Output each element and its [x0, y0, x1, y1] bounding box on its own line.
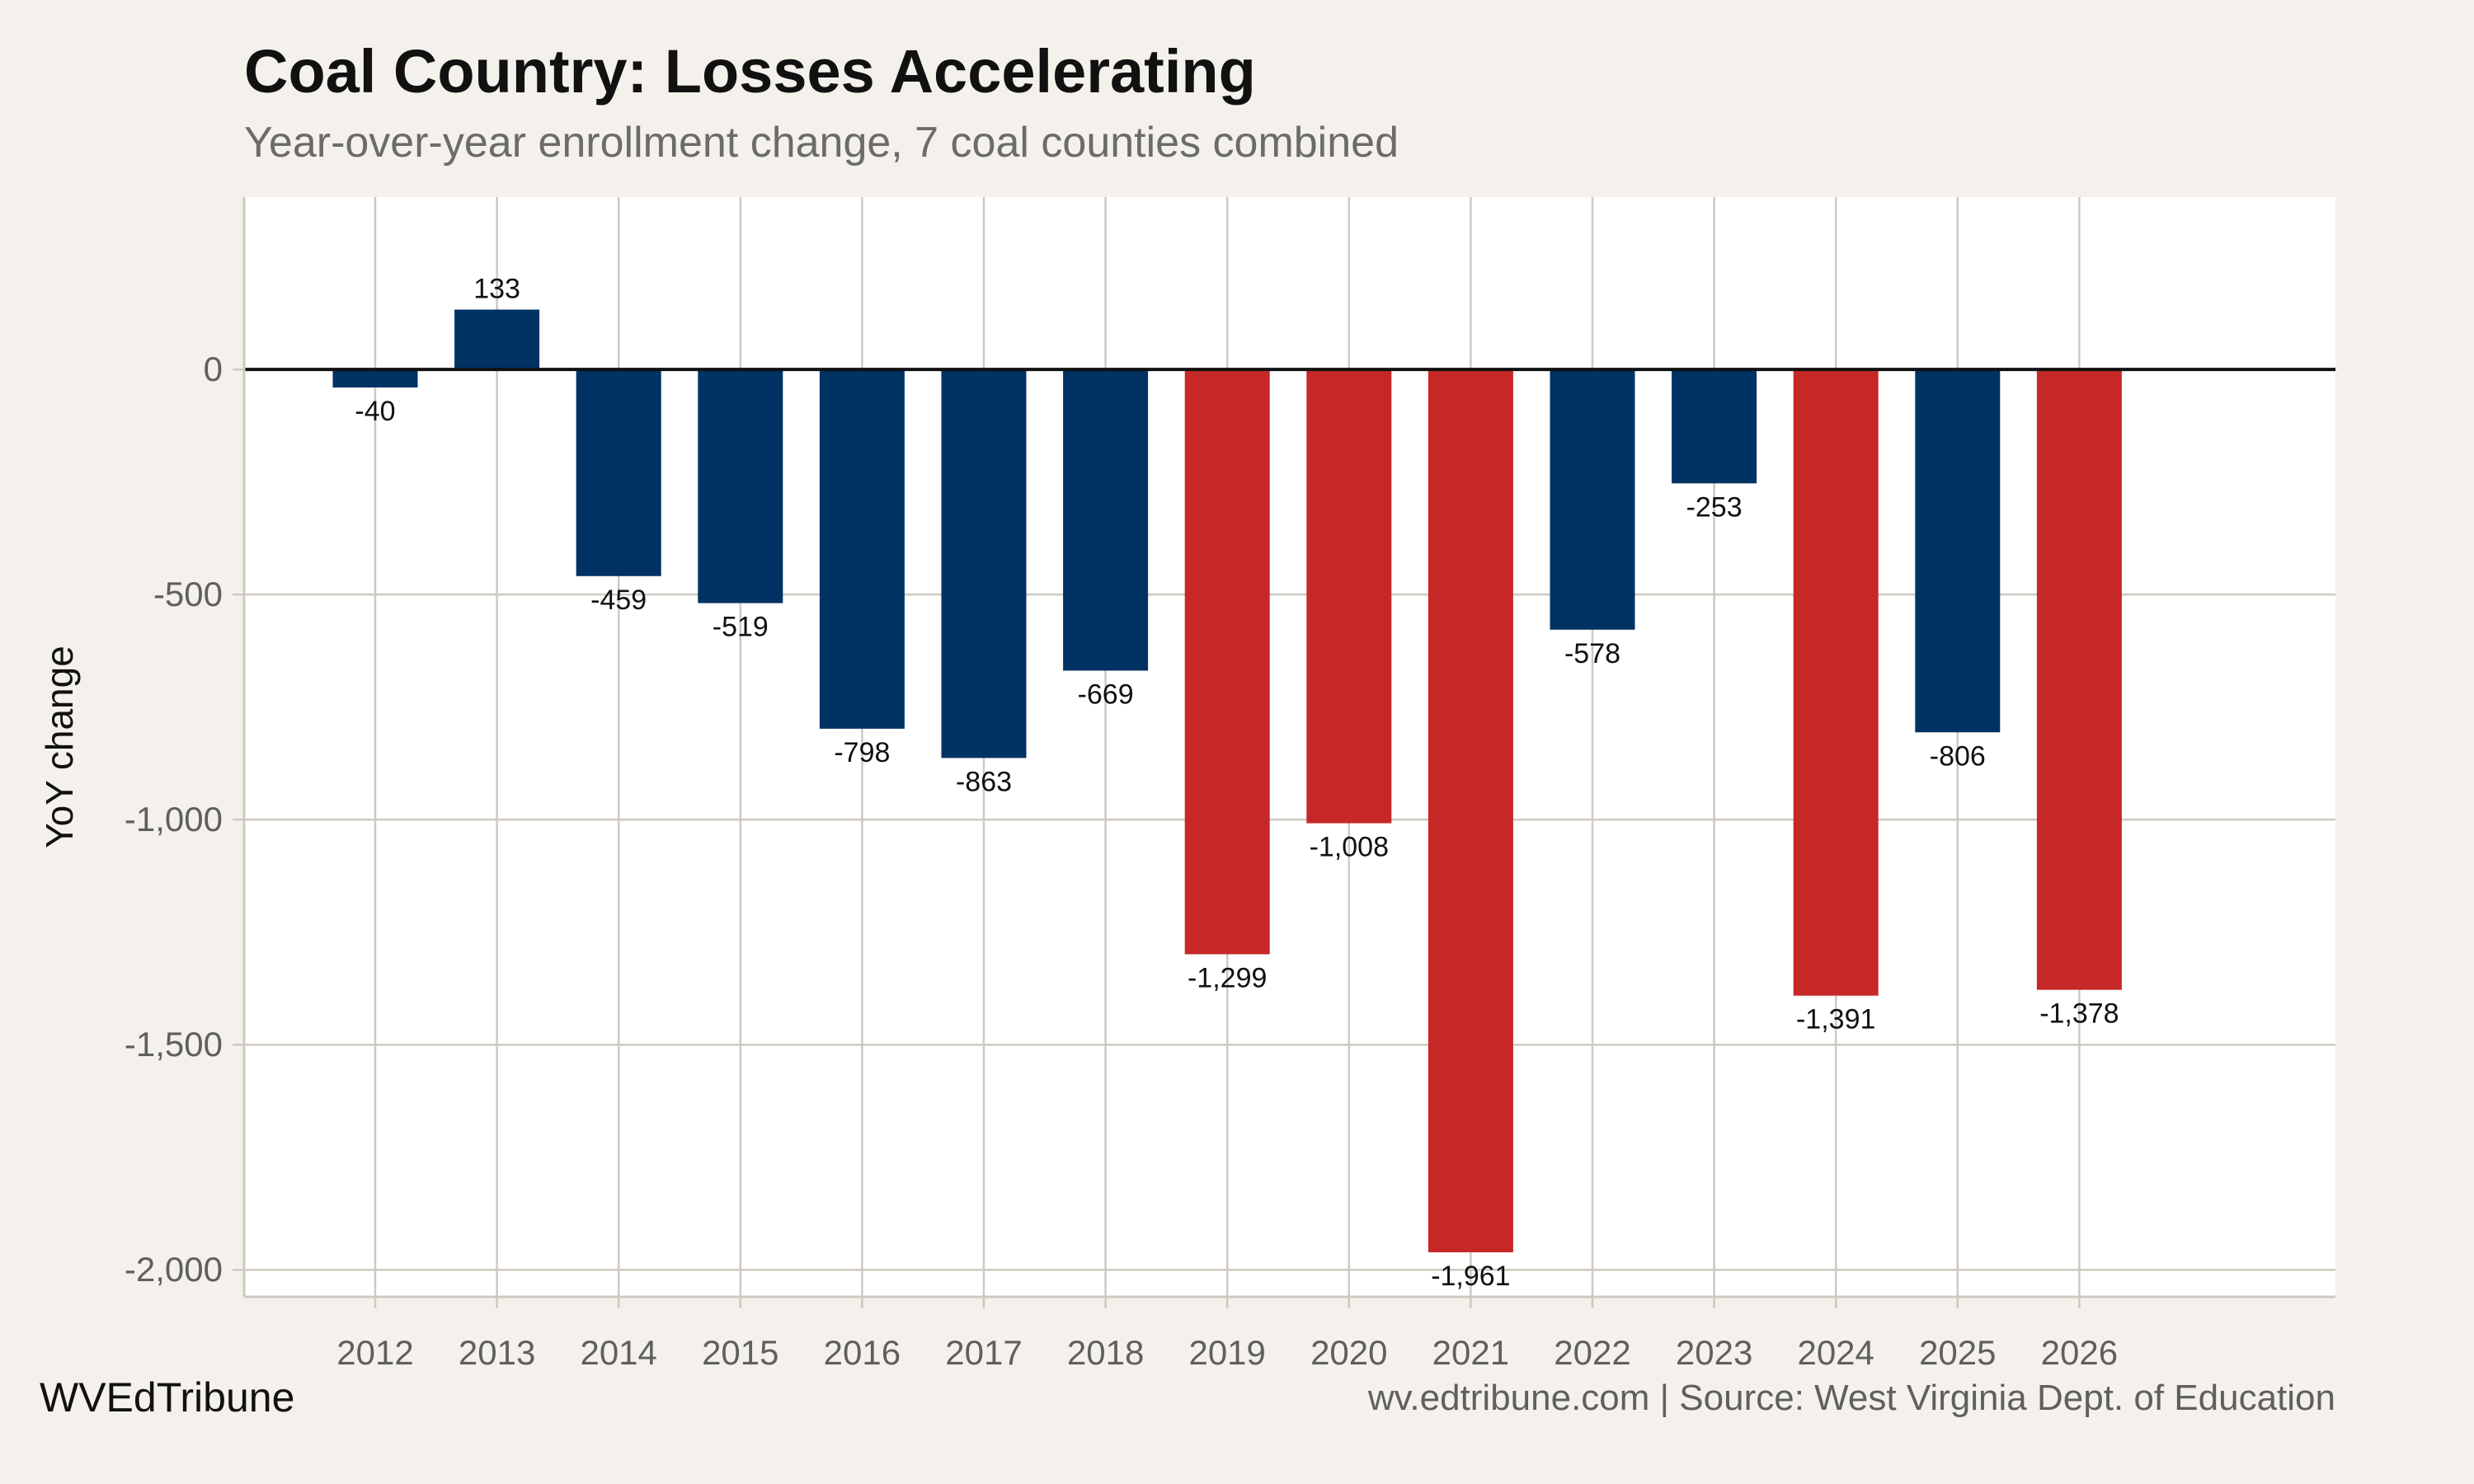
x-tick-label: 2025	[1919, 1333, 1996, 1372]
y-tick-label: -1,000	[125, 800, 223, 838]
bars	[332, 309, 2122, 1252]
y-tick-label: -2,000	[125, 1250, 223, 1289]
x-tick-label: 2018	[1067, 1333, 1144, 1372]
bar-2023	[1672, 369, 1757, 484]
data-label-2020: -1,008	[1310, 832, 1389, 863]
data-label-2012: -40	[355, 396, 395, 427]
x-tick-label: 2021	[1432, 1333, 1509, 1372]
x-tick-label: 2020	[1310, 1333, 1387, 1372]
bar-2024	[1793, 369, 1879, 996]
y-axis-label: YoY change	[38, 646, 81, 848]
chart-subtitle: Year-over-year enrollment change, 7 coal…	[244, 119, 1399, 167]
bar-2013	[454, 309, 540, 370]
data-label-2016: -798	[834, 737, 890, 768]
x-tick-label: 2026	[2041, 1333, 2118, 1372]
bar-2021	[1427, 369, 1513, 1252]
x-tick-label: 2023	[1676, 1333, 1752, 1372]
data-label-2017: -863	[956, 766, 1012, 797]
bar-2017	[941, 369, 1027, 758]
data-label-2025: -806	[1930, 740, 1986, 772]
source-note: wv.edtribune.com | Source: West Virginia…	[1367, 1378, 2335, 1418]
bar-2019	[1184, 369, 1270, 955]
data-label-2023: -253	[1686, 491, 1743, 523]
data-label-2015: -519	[713, 612, 769, 643]
plot-panel	[244, 197, 2335, 1297]
bar-2012	[332, 369, 418, 387]
x-tick-label: 2016	[824, 1333, 901, 1372]
data-label-2022: -578	[1564, 638, 1620, 669]
data-label-2014: -459	[590, 585, 647, 616]
brand-logo-text: WVEdTribune	[40, 1374, 294, 1421]
data-label-2019: -1,299	[1188, 962, 1267, 993]
x-tick-label: 2013	[459, 1333, 535, 1372]
x-tick-label: 2019	[1188, 1333, 1265, 1372]
data-label-2026: -1,378	[2039, 998, 2119, 1030]
x-tick-label: 2022	[1554, 1333, 1630, 1372]
data-labels: -40 133 -459 -519 -798 -863 -669 -1,299 -1,008 -1…	[355, 274, 2119, 1292]
bar-2020	[1306, 369, 1392, 824]
x-tick-label: 2017	[945, 1333, 1022, 1372]
data-label-2024: -1,391	[1796, 1004, 1875, 1036]
chart-title: Coal Country: Losses Accelerating	[244, 37, 1256, 106]
data-label-2018: -669	[1078, 679, 1134, 710]
axes: 0 -500 -1,000 -1,500 -2,000 2012 2013 2014 2015 2…	[125, 197, 2335, 1372]
x-tick-label: 2014	[580, 1333, 656, 1372]
bar-2022	[1550, 369, 1635, 630]
bar-2018	[1063, 369, 1149, 671]
bar-2015	[698, 369, 783, 603]
x-tick-label: 2012	[336, 1333, 413, 1372]
data-label-2021: -1,961	[1431, 1261, 1510, 1292]
y-tick-label: 0	[204, 350, 223, 388]
data-label-2013: 133	[473, 274, 520, 305]
bar-2016	[819, 369, 905, 729]
bar-2026	[2036, 369, 2122, 990]
x-tick-label: 2024	[1797, 1333, 1874, 1372]
y-tick-label: -1,500	[125, 1025, 223, 1064]
y-tick-label: -500	[153, 575, 223, 613]
x-tick-label: 2015	[702, 1333, 778, 1372]
bar-2014	[576, 369, 661, 576]
bar-2025	[1915, 369, 2001, 733]
